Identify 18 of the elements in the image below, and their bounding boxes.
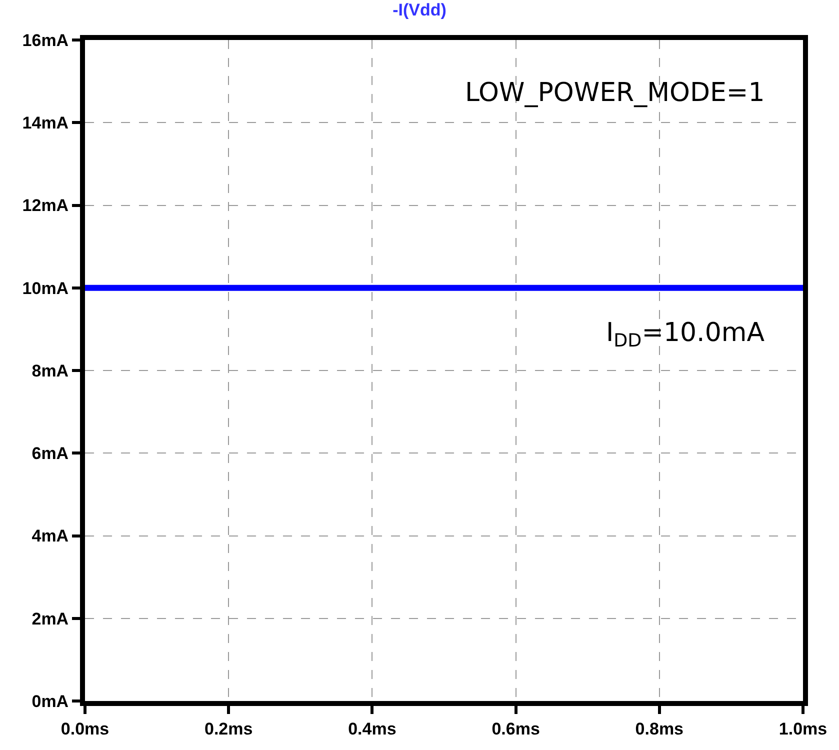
y-tick-label: 4mA bbox=[32, 526, 69, 546]
annotation: LOW_POWER_MODE=1 bbox=[465, 78, 765, 108]
y-tick-label: 6mA bbox=[32, 444, 69, 464]
annotation: I$_{DD}$=10.0mA bbox=[606, 318, 765, 352]
x-tick-label: 1.0ms bbox=[778, 719, 828, 738]
y-tick-label: 12mA bbox=[22, 196, 69, 216]
y-tick-label: 16mA bbox=[22, 30, 69, 50]
x-tick-label: 0.6ms bbox=[492, 719, 540, 738]
x-tick-label: 0.4ms bbox=[348, 719, 396, 738]
y-tick-label: 10mA bbox=[22, 278, 69, 298]
y-tick-label: 0mA bbox=[32, 692, 69, 711]
x-tick-label: 0.2ms bbox=[204, 719, 253, 738]
y-tick-label: 14mA bbox=[22, 114, 69, 133]
y-tick-label: 8mA bbox=[32, 361, 69, 380]
x-tick-label: 0.0ms bbox=[60, 719, 110, 738]
x-tick-label: 0.8ms bbox=[635, 719, 684, 738]
chart-title: -I(Vdd) bbox=[392, 0, 446, 20]
y-tick-label: 2mA bbox=[32, 609, 69, 628]
